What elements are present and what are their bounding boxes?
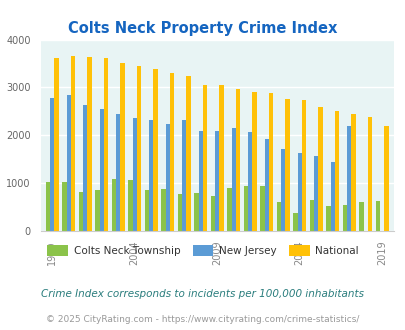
Bar — [181, 120, 186, 231]
Bar — [161, 189, 165, 231]
Bar — [87, 57, 92, 231]
Bar — [367, 117, 371, 231]
Bar — [186, 76, 190, 231]
Bar — [309, 200, 313, 231]
Bar — [202, 84, 207, 231]
Text: Colts Neck Property Crime Index: Colts Neck Property Crime Index — [68, 21, 337, 36]
Bar — [215, 131, 219, 231]
Bar — [62, 182, 66, 231]
Bar — [153, 69, 157, 231]
Bar — [264, 139, 268, 231]
Bar — [384, 126, 388, 231]
Bar — [342, 205, 346, 231]
Bar — [99, 109, 104, 231]
Bar — [313, 156, 318, 231]
Bar — [169, 73, 174, 231]
Bar — [276, 202, 280, 231]
Bar — [50, 98, 54, 231]
Bar — [346, 126, 351, 231]
Bar — [285, 99, 289, 231]
Bar — [128, 180, 132, 231]
Bar — [252, 92, 256, 231]
Bar — [330, 162, 334, 231]
Bar — [145, 190, 149, 231]
Bar — [227, 188, 231, 231]
Bar — [95, 190, 99, 231]
Bar — [79, 192, 83, 231]
Bar — [301, 100, 305, 231]
Bar — [54, 58, 58, 231]
Bar — [198, 131, 202, 231]
Bar — [292, 213, 297, 231]
Bar — [219, 85, 223, 231]
Bar — [326, 206, 330, 231]
Legend: Colts Neck Township, New Jersey, National: Colts Neck Township, New Jersey, Nationa… — [43, 241, 362, 260]
Bar — [231, 128, 235, 231]
Bar — [111, 179, 116, 231]
Bar — [116, 114, 120, 231]
Bar — [66, 95, 70, 231]
Bar — [46, 182, 50, 231]
Bar — [194, 193, 198, 231]
Bar — [70, 56, 75, 231]
Bar — [334, 111, 338, 231]
Bar — [280, 149, 285, 231]
Bar — [358, 202, 363, 231]
Bar — [318, 107, 322, 231]
Bar — [83, 105, 87, 231]
Bar — [165, 124, 169, 231]
Bar — [120, 63, 124, 231]
Bar — [247, 132, 252, 231]
Bar — [243, 186, 247, 231]
Text: Crime Index corresponds to incidents per 100,000 inhabitants: Crime Index corresponds to incidents per… — [41, 289, 364, 299]
Bar — [297, 153, 301, 231]
Bar — [260, 185, 264, 231]
Bar — [235, 89, 240, 231]
Bar — [268, 93, 273, 231]
Bar — [210, 196, 215, 231]
Bar — [375, 201, 379, 231]
Bar — [132, 118, 136, 231]
Bar — [177, 194, 181, 231]
Bar — [104, 58, 108, 231]
Bar — [149, 120, 153, 231]
Bar — [351, 114, 355, 231]
Text: © 2025 CityRating.com - https://www.cityrating.com/crime-statistics/: © 2025 CityRating.com - https://www.city… — [46, 315, 359, 324]
Bar — [136, 66, 141, 231]
